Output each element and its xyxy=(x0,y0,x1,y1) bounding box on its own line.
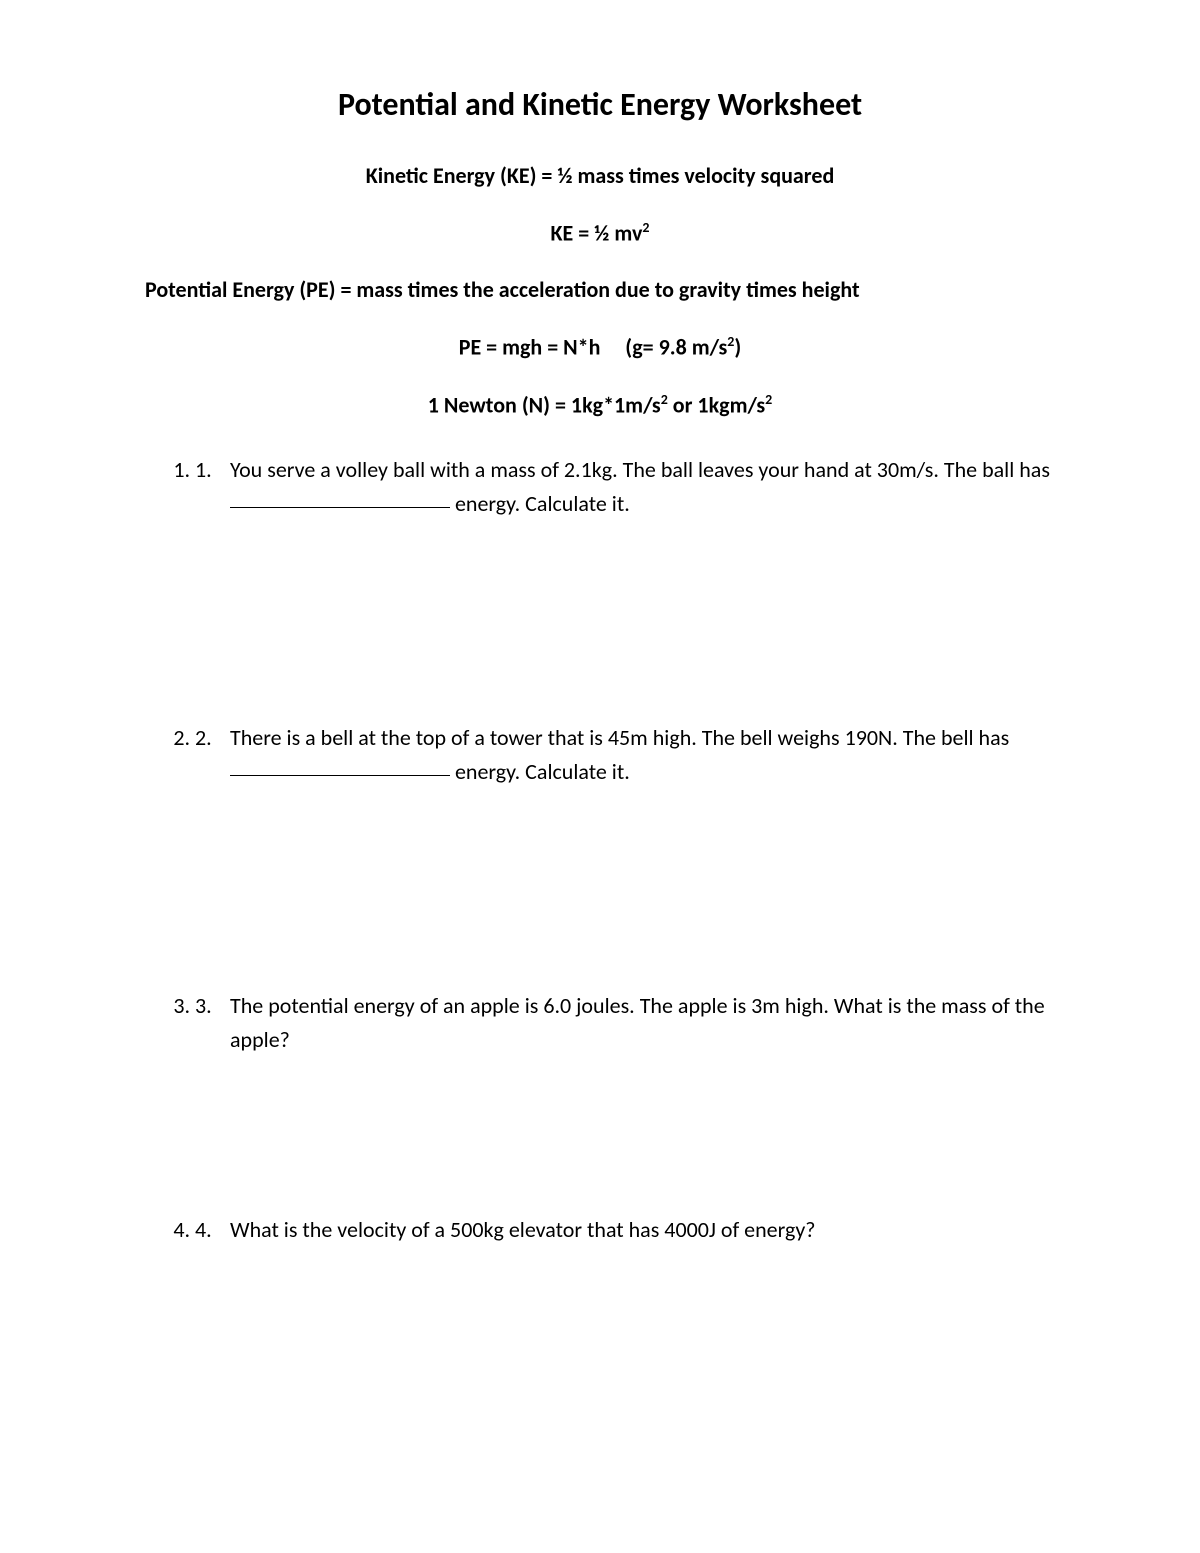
newton-exp2: 2 xyxy=(765,391,772,408)
pe-definition: Potential Energy (PE) = mass times the a… xyxy=(145,276,1070,303)
newton-definition: 1 Newton (N) = 1kg*1m/s2 or 1kgm/s2 xyxy=(130,391,1070,418)
pe-formula-suffix: ) xyxy=(734,334,741,361)
ke-definition: Kinetic Energy (KE) = ½ mass times veloc… xyxy=(130,162,1070,189)
question-text-part1: You serve a volley ball with a mass of 2… xyxy=(230,456,1050,483)
question-number: 2. xyxy=(195,721,212,755)
ke-formula-exponent: 2 xyxy=(642,219,649,236)
question-3: 3. The potential energy of an apple is 6… xyxy=(195,989,1070,1057)
question-number: 3. xyxy=(195,989,212,1023)
ke-formula-text: KE = ½ mv xyxy=(551,219,643,246)
question-2: 2. There is a bell at the top of a tower… xyxy=(195,721,1070,789)
question-text-part1: There is a bell at the top of a tower th… xyxy=(230,724,1009,751)
question-text-part1: The potential energy of an apple is 6.0 … xyxy=(230,992,1045,1053)
worksheet-title: Potential and Kinetic Energy Worksheet xyxy=(130,85,1070,124)
question-text-part1: What is the velocity of a 500kg elevator… xyxy=(230,1216,816,1243)
newton-prefix: 1 Newton (N) = 1kg*1m/s xyxy=(428,391,661,418)
pe-formula: PE = mgh = N*h (g= 9.8 m/s2) xyxy=(130,333,1070,360)
question-1: 1. You serve a volley ball with a mass o… xyxy=(195,453,1070,521)
ke-formula: KE = ½ mv2 xyxy=(130,219,1070,246)
question-text-part2: energy. Calculate it. xyxy=(450,758,630,785)
question-4: 4. What is the velocity of a 500kg eleva… xyxy=(195,1213,1070,1247)
pe-formula-text: PE = mgh = N*h (g= 9.8 m/s xyxy=(459,334,728,361)
questions-list: 1. You serve a volley ball with a mass o… xyxy=(130,453,1070,1247)
newton-exp1: 2 xyxy=(661,391,668,408)
question-text-part2: energy. Calculate it. xyxy=(450,490,630,517)
question-number: 4. xyxy=(195,1213,212,1247)
newton-mid: or 1kgm/s xyxy=(668,391,765,418)
answer-blank[interactable] xyxy=(230,775,450,776)
question-number: 1. xyxy=(195,453,212,487)
answer-blank[interactable] xyxy=(230,507,450,508)
